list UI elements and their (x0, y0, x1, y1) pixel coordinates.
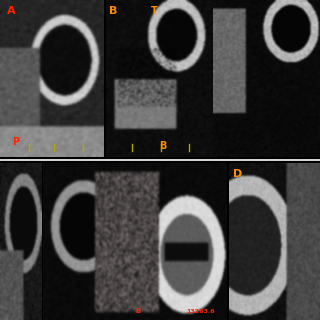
Text: B: B (159, 140, 167, 150)
Text: 13263.6: 13263.6 (187, 309, 215, 314)
Text: B: B (135, 308, 140, 314)
Text: D: D (233, 170, 243, 180)
Text: B: B (109, 6, 117, 16)
Text: A: A (7, 6, 16, 16)
Text: P: P (12, 137, 20, 148)
Text: T: T (151, 6, 157, 16)
